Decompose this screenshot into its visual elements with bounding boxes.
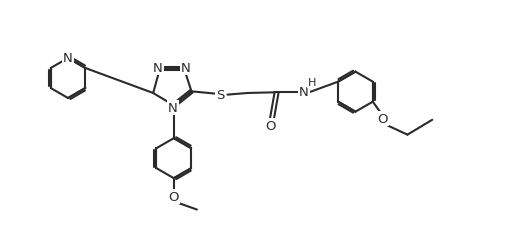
- Text: N: N: [63, 52, 73, 65]
- Text: N: N: [168, 102, 178, 114]
- Text: N: N: [299, 86, 309, 98]
- Text: O: O: [169, 190, 179, 203]
- Text: H: H: [308, 78, 316, 88]
- Text: N: N: [153, 62, 163, 75]
- Text: S: S: [216, 89, 225, 102]
- Text: O: O: [377, 112, 388, 125]
- Text: O: O: [266, 119, 276, 132]
- Text: N: N: [181, 62, 191, 75]
